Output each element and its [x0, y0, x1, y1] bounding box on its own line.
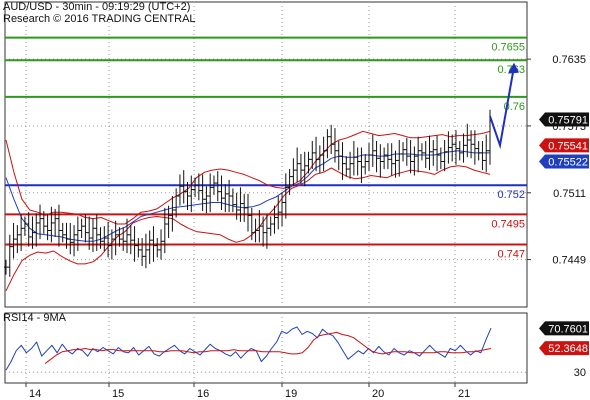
- level-label-0.76: 0.76: [504, 101, 525, 113]
- y-tick-label-0.7635: 0.7635: [552, 54, 586, 66]
- level-label-0.7495: 0.7495: [491, 218, 525, 230]
- x-tick-label-19: 19: [285, 388, 297, 400]
- level-label-0.7655: 0.7655: [491, 42, 525, 54]
- main-panel-frame: [4, 1, 528, 308]
- rsi-ma-line: [44, 331, 492, 364]
- lower-band-line: [5, 165, 491, 292]
- chart-title-line-2: Research © 2016 TRADING CENTRAL: [3, 13, 196, 25]
- value-tag-0.75522-bg: [545, 154, 589, 169]
- value-tag-0.75791-bg: [545, 112, 589, 127]
- upper-band-line: [5, 130, 491, 225]
- value-tag-0.75541-bg: [545, 138, 589, 153]
- x-tick-label-14: 14: [29, 388, 41, 400]
- level-label-0.752: 0.752: [497, 189, 525, 201]
- x-tick-label-21: 21: [458, 388, 470, 400]
- value-tag-0.75522-pointer: [539, 154, 545, 169]
- value-tag-0.75791-pointer: [539, 112, 545, 127]
- rsi-tag-70.7601: 70.7601: [548, 323, 588, 335]
- rsi-tag-52.3648: 52.3648: [548, 343, 588, 355]
- value-tag-0.75522: 0.75522: [548, 157, 588, 169]
- y-tick-label-0.7511: 0.7511: [553, 188, 586, 200]
- chart-title-line-1: AUD/USD - 30min - 09:19:29 (UTC+2): [3, 1, 191, 13]
- rsi-tag-70.7601-bg: [545, 321, 589, 336]
- value-tag-0.75541-pointer: [539, 138, 545, 153]
- value-tag-0.75791: 0.75791: [548, 114, 588, 126]
- rsi14-line: [5, 326, 492, 371]
- x-tick-label-20: 20: [372, 388, 384, 400]
- rsi-tag-70.7601-pointer: [539, 321, 545, 336]
- rsi-tag-52.3648-bg: [545, 341, 589, 356]
- rsi-y-tick-label-30: 30: [574, 367, 586, 379]
- forecast-arrow-head: [508, 62, 519, 74]
- rsi-tag-52.3648-pointer: [539, 341, 545, 356]
- x-tick-label-15: 15: [112, 388, 124, 400]
- y-tick-label-0.7449: 0.7449: [552, 255, 586, 267]
- forecast-arrow-path: [489, 66, 515, 150]
- level-label-0.747: 0.747: [497, 248, 525, 260]
- rsi-panel-frame: [4, 312, 528, 384]
- rsi-panel-title: RSI14 - 9MA: [3, 312, 66, 324]
- x-tick-label-16: 16: [197, 388, 209, 400]
- value-tag-0.75541: 0.75541: [548, 140, 588, 152]
